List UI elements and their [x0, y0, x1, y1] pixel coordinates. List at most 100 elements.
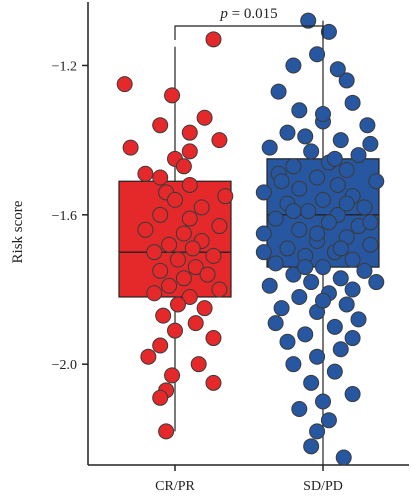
data-point — [279, 333, 296, 350]
data-point — [332, 132, 349, 149]
data-point — [184, 240, 201, 257]
data-point — [359, 117, 376, 134]
data-point — [146, 244, 163, 261]
data-point — [329, 176, 346, 193]
data-point — [300, 203, 317, 220]
data-point — [332, 341, 349, 358]
data-point — [205, 247, 222, 264]
data-point — [167, 191, 183, 208]
data-point — [199, 266, 216, 283]
data-point — [309, 46, 326, 63]
data-point — [285, 356, 302, 373]
data-point — [270, 83, 287, 100]
data-point — [315, 191, 331, 208]
data-point — [190, 356, 207, 373]
data-point — [116, 76, 133, 93]
data-point — [362, 214, 379, 231]
data-point — [338, 162, 355, 179]
data-point — [291, 400, 308, 417]
data-point — [211, 281, 228, 298]
data-point — [300, 12, 317, 29]
x-tick-label: CR/PR — [155, 479, 195, 494]
data-point — [175, 225, 192, 242]
data-point — [332, 270, 349, 287]
data-point — [122, 139, 139, 156]
data-point — [205, 330, 222, 347]
data-point — [267, 255, 284, 272]
data-point — [211, 132, 228, 149]
data-point — [326, 363, 343, 380]
data-point — [273, 173, 290, 190]
data-point — [309, 225, 326, 242]
data-point — [320, 214, 337, 231]
data-point — [297, 128, 314, 145]
data-point — [164, 367, 181, 384]
x-tick-label: SD/PD — [303, 479, 343, 494]
data-point — [205, 374, 222, 391]
significance-bracket — [174, 25, 324, 40]
data-point — [303, 374, 320, 391]
data-point — [211, 218, 228, 235]
data-point — [362, 135, 379, 152]
data-point — [344, 330, 361, 347]
data-point — [332, 240, 349, 257]
data-point — [164, 87, 181, 104]
data-point — [217, 188, 234, 205]
data-point — [279, 240, 296, 257]
data-point — [187, 315, 204, 332]
data-point — [167, 322, 183, 339]
data-point — [344, 386, 361, 403]
data-point — [285, 266, 302, 283]
y-tick-label: −1.2 — [52, 59, 77, 74]
data-point — [175, 158, 192, 175]
data-point — [155, 307, 172, 324]
data-point — [161, 236, 178, 253]
data-point — [350, 311, 367, 328]
data-point — [267, 210, 284, 227]
data-point — [297, 326, 314, 343]
data-point — [338, 296, 355, 313]
data-point — [350, 147, 367, 164]
data-point — [309, 348, 326, 365]
data-point — [146, 285, 163, 302]
data-point — [338, 195, 355, 212]
data-point — [152, 337, 169, 354]
data-point — [152, 117, 169, 134]
data-point — [255, 225, 272, 242]
data-point — [205, 31, 222, 48]
data-point — [137, 165, 154, 182]
data-point — [368, 173, 385, 190]
data-point — [344, 94, 361, 111]
data-point — [193, 199, 210, 216]
data-point — [303, 438, 320, 455]
data-point — [303, 274, 320, 291]
data-point — [181, 210, 198, 227]
data-point — [326, 150, 343, 167]
data-point — [161, 277, 178, 294]
data-point — [152, 389, 169, 406]
y-ticks: −1.2 −1.6 −2.0 — [52, 59, 88, 373]
data-point — [335, 449, 352, 466]
data-point — [267, 315, 284, 332]
data-point — [309, 423, 326, 440]
y-tick-label: −2.0 — [52, 358, 77, 373]
data-point — [273, 300, 290, 317]
x-labels: CR/PR SD/PD — [155, 465, 343, 494]
y-axis-title: Risk score — [10, 200, 26, 263]
data-point — [291, 102, 308, 119]
data-point — [326, 318, 343, 335]
data-point — [344, 281, 361, 298]
data-point — [344, 251, 361, 268]
y-tick-label: −1.6 — [52, 209, 77, 224]
data-point — [261, 139, 278, 156]
data-point — [315, 106, 331, 123]
data-point — [152, 206, 169, 223]
data-point — [158, 423, 175, 440]
data-point — [285, 57, 302, 74]
data-point — [368, 274, 385, 291]
data-point — [320, 23, 337, 40]
data-point — [255, 244, 272, 261]
data-point — [181, 143, 198, 160]
axes — [87, 2, 409, 466]
data-point — [309, 169, 326, 186]
